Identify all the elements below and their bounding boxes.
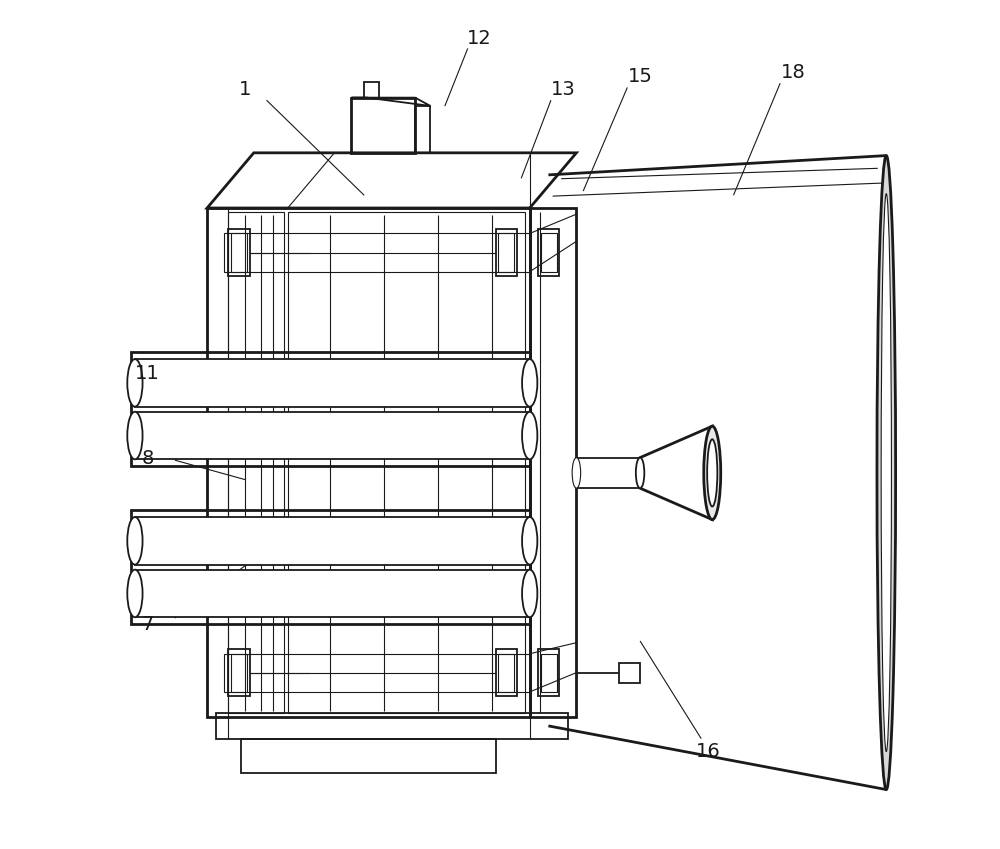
Bar — [131, 510, 530, 624]
Bar — [131, 352, 530, 466]
Bar — [541, 654, 557, 692]
Bar — [224, 654, 530, 692]
Text: 8: 8 — [141, 449, 154, 468]
Bar — [364, 82, 379, 98]
Bar — [351, 98, 415, 153]
Ellipse shape — [127, 359, 143, 407]
Bar — [541, 233, 557, 272]
Bar — [207, 208, 228, 717]
Bar — [231, 233, 247, 272]
Text: 11: 11 — [135, 364, 160, 383]
Ellipse shape — [877, 155, 896, 790]
Ellipse shape — [522, 570, 537, 617]
Ellipse shape — [127, 570, 143, 617]
Text: 12: 12 — [466, 29, 491, 48]
Bar — [135, 412, 530, 459]
Bar — [216, 713, 568, 739]
Bar — [498, 233, 514, 272]
Polygon shape — [640, 426, 712, 520]
Text: 7: 7 — [141, 615, 154, 633]
Bar — [135, 359, 530, 407]
Bar — [498, 654, 514, 692]
Bar — [619, 663, 640, 683]
Bar — [530, 208, 576, 717]
Bar — [288, 212, 525, 713]
Ellipse shape — [522, 517, 537, 565]
Bar — [538, 649, 559, 696]
Bar — [496, 649, 517, 696]
Bar — [538, 229, 559, 276]
Ellipse shape — [704, 426, 721, 520]
Bar — [241, 739, 496, 773]
Ellipse shape — [522, 359, 537, 407]
Bar — [415, 106, 430, 153]
Text: 13: 13 — [551, 80, 576, 98]
Bar — [135, 517, 530, 565]
Ellipse shape — [127, 412, 143, 459]
Bar — [496, 229, 517, 276]
Ellipse shape — [572, 458, 581, 488]
Bar — [231, 654, 247, 692]
Ellipse shape — [522, 412, 537, 459]
Text: 15: 15 — [628, 67, 653, 86]
Bar — [576, 458, 640, 488]
Ellipse shape — [636, 458, 644, 488]
Bar — [228, 649, 250, 696]
Text: 16: 16 — [696, 742, 720, 761]
Text: 18: 18 — [781, 63, 805, 82]
Bar — [228, 229, 250, 276]
Ellipse shape — [881, 194, 891, 751]
Ellipse shape — [707, 439, 717, 507]
Bar — [135, 570, 530, 617]
Text: 1: 1 — [239, 80, 251, 98]
Bar — [228, 212, 284, 713]
Ellipse shape — [127, 517, 143, 565]
Bar — [224, 233, 530, 272]
Bar — [207, 208, 530, 717]
